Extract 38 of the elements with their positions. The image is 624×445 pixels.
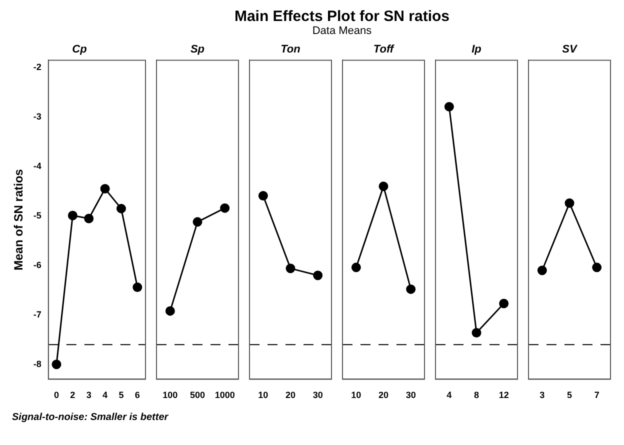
x-tick-label: 4 [446, 390, 452, 400]
y-tick-label: -8 [33, 358, 42, 369]
x-tick-label: 4 [102, 390, 108, 400]
x-tick-label: 1000 [214, 390, 235, 400]
y-tick-label: -4 [33, 161, 42, 172]
x-tick-label: 8 [474, 390, 480, 400]
text: Main Effects Plot for SN ratios [233, 8, 451, 25]
x-tick-label: 3 [540, 390, 545, 400]
y-tick-label: -6 [33, 260, 42, 270]
x-tick-label: 10 [258, 390, 268, 400]
x-tick-label: 7 [594, 390, 600, 400]
chart-title: Ip [472, 44, 482, 56]
chart-title: SV [562, 44, 578, 56]
chart-title: Ton [280, 44, 301, 56]
x-tick-label: 5 [118, 390, 124, 400]
x-tick-label: 2 [70, 390, 76, 400]
y-tick-label: -7 [33, 309, 42, 320]
x-tick-label: 500 [190, 390, 206, 400]
y-tick-label: -3 [33, 112, 42, 122]
x-tick-label: 10 [351, 390, 362, 400]
text: Data Means [311, 25, 373, 37]
y-axis-title: Mean of SN ratios [12, 168, 26, 270]
x-tick-label: 30 [406, 390, 416, 400]
x-tick-label: 0 [54, 390, 59, 400]
x-tick-label: 30 [312, 390, 323, 400]
chart-title: Sp [190, 44, 205, 56]
x-tick-label: 100 [162, 390, 178, 400]
x-tick-label: 5 [566, 390, 572, 400]
x-tick-label: 3 [86, 390, 92, 400]
x-tick-label: 6 [134, 390, 140, 400]
x-tick-label: 20 [285, 390, 296, 400]
chart-title: Toff [373, 44, 395, 56]
text: Signal-to-noise: Smaller is better [12, 412, 168, 423]
y-tick-label: -5 [33, 210, 42, 220]
x-tick-label: 12 [498, 390, 509, 400]
y-tick-label: -2 [33, 62, 42, 72]
x-tick-label: 20 [378, 390, 389, 400]
chart-title: Cp [72, 44, 88, 56]
